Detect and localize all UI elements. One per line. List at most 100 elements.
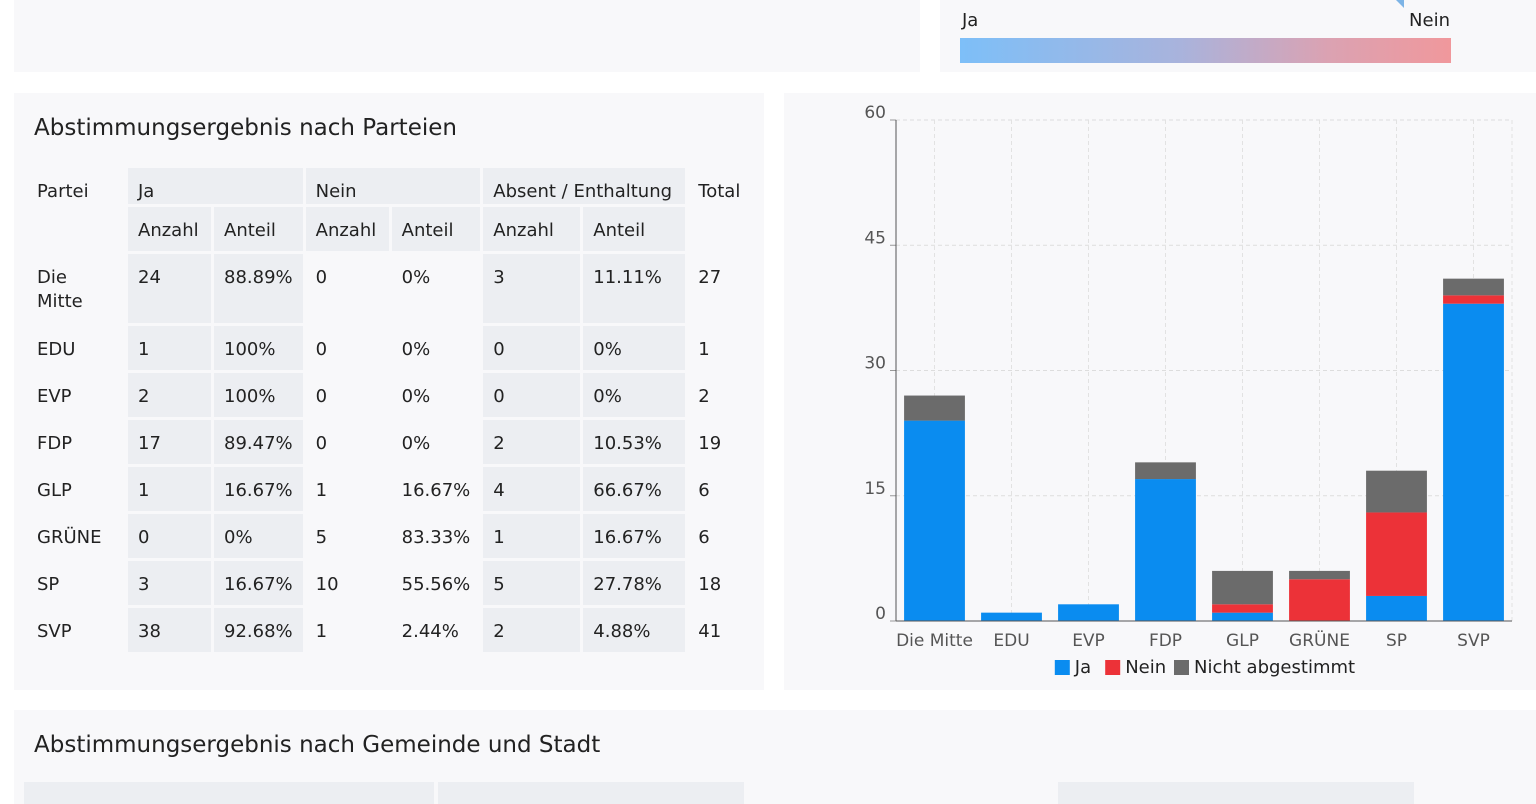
absent-anteil-cell: 11.11% bbox=[583, 254, 686, 323]
legend-nein-label: Nein bbox=[1409, 10, 1450, 31]
bar-segment bbox=[1366, 512, 1427, 596]
table-row: GLP 1 16.67% 1 16.67% 4 66.67% 6 bbox=[27, 467, 751, 511]
ja-anzahl-cell: 38 bbox=[128, 608, 211, 652]
header-partei: Partei bbox=[27, 168, 125, 251]
absent-anteil-cell: 10.53% bbox=[583, 420, 686, 464]
x-tick-label: Die Mitte bbox=[896, 631, 973, 651]
subheader-abs-anteil: Anteil bbox=[583, 207, 686, 251]
absent-anteil-cell: 0% bbox=[583, 373, 686, 417]
party-name-cell: Die Mitte bbox=[27, 254, 125, 323]
header-total: Total bbox=[688, 168, 751, 251]
nein-anteil-cell: 0% bbox=[391, 254, 481, 323]
header-ja: Ja bbox=[128, 168, 303, 204]
absent-anzahl-cell: 2 bbox=[483, 420, 581, 464]
absent-anzahl-cell: 0 bbox=[483, 373, 581, 417]
table-row: Die Mitte 24 88.89% 0 0% 3 11.11% 27 bbox=[27, 254, 751, 323]
ja-anteil-cell: 16.67% bbox=[214, 467, 303, 511]
ja-anteil-cell: 92.68% bbox=[214, 608, 303, 652]
subheader-nein-anzahl: Anzahl bbox=[305, 207, 389, 251]
absent-anzahl-cell: 4 bbox=[483, 467, 581, 511]
x-tick-label: FDP bbox=[1149, 631, 1182, 651]
party-name-cell: EDU bbox=[27, 326, 125, 370]
top-left-panel bbox=[14, 0, 920, 72]
gemeinde-header-cell bbox=[1058, 782, 1414, 804]
total-cell: 19 bbox=[688, 420, 751, 464]
bar-segment bbox=[1135, 462, 1196, 480]
table-row: SP 3 16.67% 10 55.56% 5 27.78% 18 bbox=[27, 561, 751, 605]
header-nein: Nein bbox=[305, 168, 481, 204]
absent-anteil-cell: 0% bbox=[583, 326, 686, 370]
x-tick-label: EDU bbox=[993, 631, 1029, 651]
total-cell: 6 bbox=[688, 467, 751, 511]
nein-anzahl-cell: 0 bbox=[305, 254, 389, 323]
x-tick-label: GRÜNE bbox=[1289, 629, 1350, 651]
absent-anzahl-cell: 5 bbox=[483, 561, 581, 605]
total-cell: 2 bbox=[688, 373, 751, 417]
legend-label: Nein bbox=[1125, 657, 1166, 678]
gemeinde-result-card: Abstimmungsergebnis nach Gemeinde und St… bbox=[14, 710, 1536, 804]
ja-anzahl-cell: 2 bbox=[128, 373, 211, 417]
nein-anzahl-cell: 0 bbox=[305, 326, 389, 370]
total-cell: 18 bbox=[688, 561, 751, 605]
bar-segment bbox=[1443, 278, 1504, 296]
legend-swatch bbox=[1054, 660, 1070, 675]
bar-segment bbox=[1058, 604, 1119, 621]
nein-anteil-cell: 0% bbox=[391, 420, 481, 464]
parties-result-card: Abstimmungsergebnis nach Parteien Partei… bbox=[14, 93, 764, 690]
y-tick-label: 15 bbox=[864, 479, 886, 499]
ja-anzahl-cell: 1 bbox=[128, 467, 211, 511]
subheader-abs-anzahl: Anzahl bbox=[483, 207, 581, 251]
absent-anzahl-cell: 2 bbox=[483, 608, 581, 652]
ja-anteil-cell: 100% bbox=[214, 326, 303, 370]
y-tick-label: 45 bbox=[864, 228, 886, 248]
ja-anteil-cell: 16.67% bbox=[214, 561, 303, 605]
nein-anteil-cell: 83.33% bbox=[391, 514, 481, 558]
ja-anteil-cell: 88.89% bbox=[214, 254, 303, 323]
nein-anzahl-cell: 10 bbox=[305, 561, 389, 605]
bar-segment bbox=[1289, 570, 1350, 580]
gemeinde-header-cell bbox=[748, 782, 1054, 804]
subheader-ja-anzahl: Anzahl bbox=[128, 207, 211, 251]
party-name-cell: FDP bbox=[27, 420, 125, 464]
total-cell: 27 bbox=[688, 254, 751, 323]
legend-label: Ja bbox=[1074, 657, 1091, 678]
bar-segment bbox=[1366, 470, 1427, 513]
parties-section-title: Abstimmungsergebnis nach Parteien bbox=[34, 115, 457, 141]
ja-anzahl-cell: 24 bbox=[128, 254, 211, 323]
y-tick-label: 60 bbox=[864, 103, 886, 123]
party-name-cell: SVP bbox=[27, 608, 125, 652]
total-cell: 6 bbox=[688, 514, 751, 558]
total-cell: 1 bbox=[688, 326, 751, 370]
ja-anzahl-cell: 3 bbox=[128, 561, 211, 605]
gemeinde-section-title: Abstimmungsergebnis nach Gemeinde und St… bbox=[34, 732, 601, 758]
nein-anteil-cell: 0% bbox=[391, 326, 481, 370]
x-tick-label: EVP bbox=[1072, 631, 1105, 651]
absent-anteil-cell: 66.67% bbox=[583, 467, 686, 511]
bar-segment bbox=[1443, 303, 1504, 621]
stacked-bar-chart: 0 15 30 45 60 Die Mitte EDU EVP FDP GLP GRÜNE SP SVP… bbox=[864, 103, 1513, 678]
ja-anteil-cell: 100% bbox=[214, 373, 303, 417]
nein-anzahl-cell: 0 bbox=[305, 373, 389, 417]
absent-anteil-cell: 27.78% bbox=[583, 561, 686, 605]
table-row: GRÜNE 0 0% 5 83.33% 1 16.67% 6 bbox=[27, 514, 751, 558]
color-legend-panel: Ja Nein bbox=[940, 0, 1536, 72]
bar-segment bbox=[904, 395, 965, 421]
gemeinde-header-cell bbox=[24, 782, 434, 804]
absent-anzahl-cell: 0 bbox=[483, 326, 581, 370]
table-row: EDU 1 100% 0 0% 0 0% 1 bbox=[27, 326, 751, 370]
bar-segment bbox=[1212, 604, 1273, 613]
absent-anteil-cell: 16.67% bbox=[583, 514, 686, 558]
result-marker-icon bbox=[1396, 0, 1404, 8]
bar-segment bbox=[981, 612, 1042, 621]
gemeinde-header-cell bbox=[438, 782, 744, 804]
legend-ja-label: Ja bbox=[962, 10, 979, 31]
nein-anteil-cell: 16.67% bbox=[391, 467, 481, 511]
x-tick-label: SVP bbox=[1457, 631, 1490, 651]
table-row: SVP 38 92.68% 1 2.44% 2 4.88% 41 bbox=[27, 608, 751, 652]
party-name-cell: EVP bbox=[27, 373, 125, 417]
ja-anzahl-cell: 1 bbox=[128, 326, 211, 370]
subheader-ja-anteil: Anteil bbox=[214, 207, 303, 251]
x-tick-label: GLP bbox=[1226, 631, 1259, 651]
legend-label: Nicht abgestimmt bbox=[1194, 657, 1355, 678]
ja-anzahl-cell: 0 bbox=[128, 514, 211, 558]
